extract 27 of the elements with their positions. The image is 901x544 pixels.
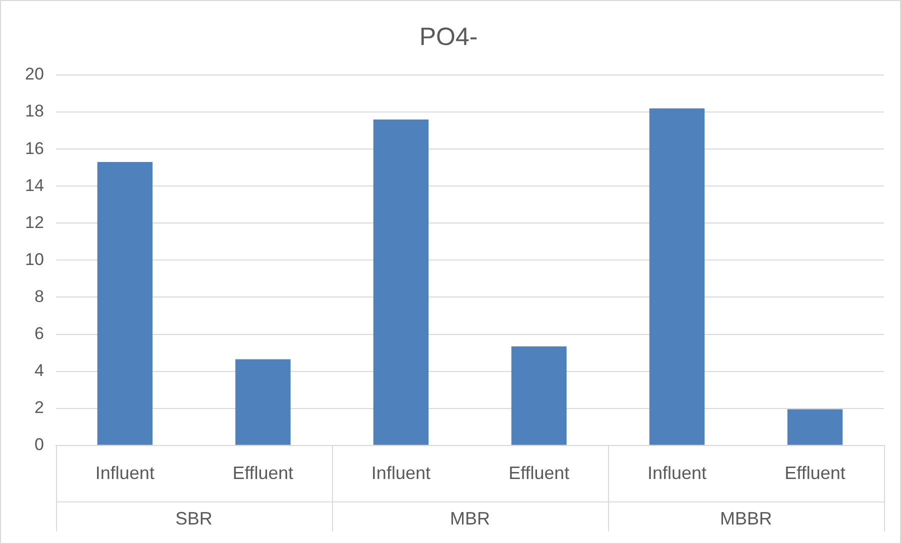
y-tick-label: 6 bbox=[34, 324, 44, 343]
y-tick-label: 2 bbox=[34, 398, 44, 418]
x-tick-label: Effluent bbox=[784, 463, 846, 484]
chart-title: PO4- bbox=[419, 22, 478, 51]
x-tick-label: Effluent bbox=[508, 463, 570, 484]
text: MBBR bbox=[720, 508, 772, 528]
y-tick-label: 8 bbox=[34, 286, 44, 306]
y-tick-label: 0 bbox=[34, 435, 44, 454]
y-tick-label: 20 bbox=[24, 64, 44, 84]
bar bbox=[235, 359, 291, 445]
y-tick-label: 18 bbox=[24, 102, 44, 121]
x-tick-label: Influent bbox=[95, 463, 154, 484]
x-tick-label: Effluent bbox=[232, 463, 294, 484]
bar bbox=[787, 409, 843, 445]
bar bbox=[97, 162, 153, 445]
y-tick-label: 10 bbox=[24, 250, 44, 269]
bar bbox=[511, 346, 567, 445]
bar bbox=[373, 119, 429, 445]
y-tick-label: 16 bbox=[24, 138, 44, 158]
y-tick-label: 12 bbox=[24, 212, 44, 232]
text: MBR bbox=[450, 508, 490, 528]
x-tick-label: Influent bbox=[371, 463, 430, 484]
text: SBR bbox=[175, 508, 212, 528]
y-tick-label: 4 bbox=[34, 361, 44, 380]
x-tick-label: Influent bbox=[647, 463, 706, 484]
bar bbox=[649, 108, 705, 445]
y-tick-label: 14 bbox=[24, 176, 44, 195]
